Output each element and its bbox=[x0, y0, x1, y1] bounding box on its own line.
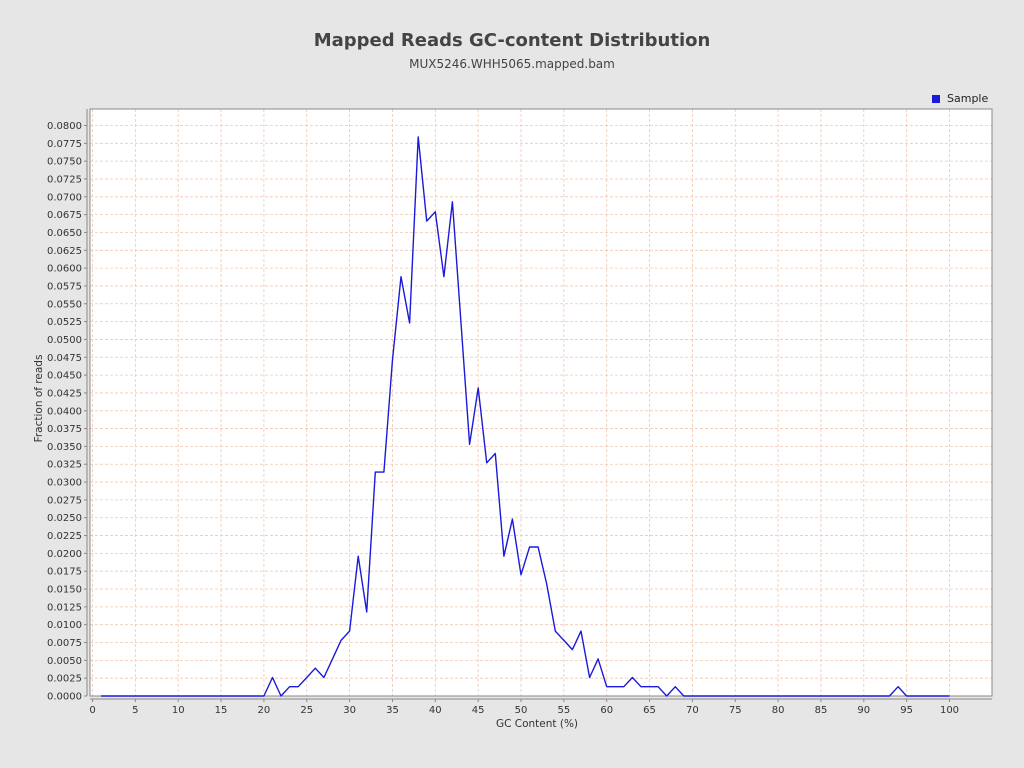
y-tick-label: 0.0450 bbox=[47, 371, 82, 382]
y-tick-label: 0.0400 bbox=[47, 406, 82, 417]
y-tick-label: 0.0175 bbox=[47, 567, 82, 578]
y-tick-label: 0.0550 bbox=[47, 299, 82, 310]
x-tick-label: 85 bbox=[815, 705, 828, 716]
x-tick-label: 75 bbox=[729, 705, 742, 716]
x-tick-label: 80 bbox=[772, 705, 785, 716]
x-tick-label: 10 bbox=[172, 705, 185, 716]
y-tick-label: 0.0475 bbox=[47, 353, 82, 364]
x-tick-label: 15 bbox=[215, 705, 228, 716]
y-tick-label: 0.0675 bbox=[47, 210, 82, 221]
x-tick-label: 65 bbox=[643, 705, 656, 716]
x-tick-label: 45 bbox=[472, 705, 485, 716]
x-tick-label: 70 bbox=[686, 705, 699, 716]
legend-label-sample: Sample bbox=[947, 92, 989, 105]
plot-frame bbox=[89, 108, 993, 697]
y-tick-label: 0.0225 bbox=[47, 531, 82, 542]
x-tick-label: 100 bbox=[940, 705, 959, 716]
y-tick-label: 0.0425 bbox=[47, 388, 82, 399]
y-tick-label: 0.0075 bbox=[47, 638, 82, 649]
x-tick-label: 60 bbox=[600, 705, 613, 716]
y-axis-title: Fraction of reads bbox=[33, 355, 45, 443]
y-tick-label: 0.0150 bbox=[47, 585, 82, 596]
y-tick-label: 0.0125 bbox=[47, 602, 82, 613]
y-tick-label: 0.0800 bbox=[47, 121, 82, 132]
y-tick-label: 0.0325 bbox=[47, 460, 82, 471]
y-tick-label: 0.0300 bbox=[47, 478, 82, 489]
chart-subtitle: MUX5246.WHH5065.mapped.bam bbox=[409, 57, 615, 71]
x-tick-label: 5 bbox=[132, 705, 138, 716]
x-tick-label: 55 bbox=[557, 705, 570, 716]
y-tick-label: 0.0000 bbox=[47, 692, 82, 703]
legend-swatch-sample bbox=[932, 94, 940, 103]
y-tick-label: 0.0275 bbox=[47, 495, 82, 506]
y-tick-label: 0.0525 bbox=[47, 317, 82, 328]
y-tick-label: 0.0375 bbox=[47, 424, 82, 435]
plot-area bbox=[90, 109, 992, 696]
chart-title: Mapped Reads GC-content Distribution bbox=[313, 30, 711, 51]
y-tick-label: 0.0500 bbox=[47, 335, 82, 346]
x-axis-title: GC Content (%) bbox=[496, 718, 578, 730]
x-tick-label: 0 bbox=[89, 705, 95, 716]
x-tick-label: 90 bbox=[857, 705, 870, 716]
legend: Sample bbox=[932, 92, 988, 105]
x-tick-label: 30 bbox=[343, 705, 356, 716]
y-tick-label: 0.0200 bbox=[47, 549, 82, 560]
y-tick-label: 0.0050 bbox=[47, 656, 82, 667]
y-tick-label: 0.0625 bbox=[47, 246, 82, 257]
y-tick-label: 0.0600 bbox=[47, 264, 82, 275]
y-tick-label: 0.0775 bbox=[47, 139, 82, 150]
y-tick-label: 0.0750 bbox=[47, 157, 82, 168]
y-tick-label: 0.0350 bbox=[47, 442, 82, 453]
y-tick-label: 0.0650 bbox=[47, 228, 82, 239]
series-line-sample bbox=[101, 136, 950, 697]
y-tick-label: 0.0025 bbox=[47, 674, 82, 685]
x-tick-label: 40 bbox=[429, 705, 442, 716]
y-tick-label: 0.0725 bbox=[47, 174, 82, 185]
y-tick-label: 0.0100 bbox=[47, 620, 82, 631]
y-tick-label: 0.0700 bbox=[47, 192, 82, 203]
x-tick-label: 35 bbox=[386, 705, 399, 716]
y-tick-label: 0.0250 bbox=[47, 513, 82, 524]
x-tick-label: 20 bbox=[258, 705, 271, 716]
y-tick-label: 0.0575 bbox=[47, 281, 82, 292]
x-tick-label: 25 bbox=[300, 705, 313, 716]
x-tick-label: 50 bbox=[515, 705, 528, 716]
x-tick-label: 95 bbox=[900, 705, 913, 716]
